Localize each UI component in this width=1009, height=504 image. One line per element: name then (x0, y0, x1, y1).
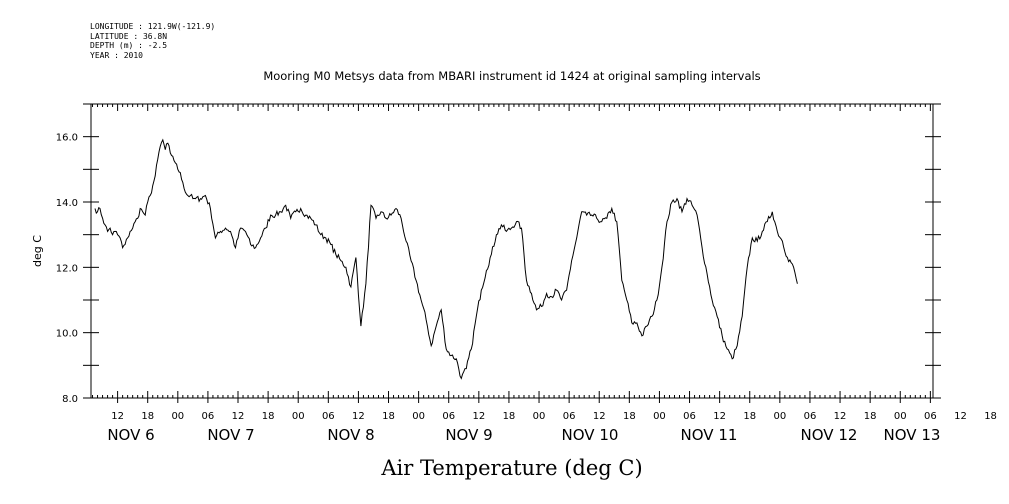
x-hour-label: 18 (984, 411, 997, 422)
x-hour-label: 06 (322, 411, 335, 422)
x-date-label: NOV 8 (327, 426, 374, 444)
x-hour-label: 18 (141, 411, 154, 422)
metadata-block: LONGITUDE : 121.9W(-121.9) LATITUDE : 36… (90, 22, 215, 60)
x-hour-labels: 12 18 00 06 12 18 00 06 12 18 00 06 12 18 00 06 12 18 00 06… (111, 411, 997, 422)
depth-text: DEPTH (m) : -2.5 (90, 41, 168, 50)
x-hour-label: 12 (593, 411, 606, 422)
x-hour-label: 12 (111, 411, 124, 422)
x-hour-label: 18 (262, 411, 275, 422)
x-hour-label: 18 (382, 411, 395, 422)
x-hour-label: 06 (804, 411, 817, 422)
axis-ticks (83, 103, 941, 403)
x-hour-label: 06 (924, 411, 937, 422)
x-hour-label: 00 (894, 411, 907, 422)
x-hour-label: 18 (743, 411, 756, 422)
y-tick-label: 16.0 (56, 133, 78, 144)
x-hour-label: 00 (292, 411, 305, 422)
y-tick-label: 12.0 (56, 263, 78, 274)
x-date-labels: NOV 6 NOV 7 NOV 8 NOV 9 NOV 10 NOV 11 NOV 12 NO… (107, 426, 940, 444)
y-axis-label: deg C (31, 235, 44, 267)
year-text: YEAR : 2010 (90, 50, 143, 60)
x-hour-label: 00 (533, 411, 546, 422)
x-hour-label: 12 (232, 411, 245, 422)
x-hour-label: 06 (563, 411, 576, 422)
x-date-label: NOV 10 (562, 426, 619, 444)
longitude-text: LONGITUDE : 121.9W(-121.9) (90, 22, 216, 31)
y-tick-label: 14.0 (56, 198, 78, 209)
x-hour-label: 12 (834, 411, 847, 422)
x-hour-label: 18 (623, 411, 636, 422)
y-tick-label: 10.0 (56, 329, 78, 340)
x-hour-label: 06 (442, 411, 455, 422)
x-hour-label: 18 (864, 411, 877, 422)
x-hour-label: 12 (472, 411, 485, 422)
x-hour-label: 18 (503, 411, 516, 422)
x-hour-label: 12 (954, 411, 967, 422)
y-tick-labels: 8.0 10.0 12.0 14.0 16.0 (56, 133, 78, 405)
latitude-text: LATITUDE : 36.8N (90, 31, 168, 41)
x-hour-label: 00 (653, 411, 666, 422)
x-hour-label: 00 (412, 411, 425, 422)
x-hour-label: 00 (773, 411, 786, 422)
x-hour-label: 06 (202, 411, 215, 422)
x-date-label: NOV 6 (107, 426, 154, 444)
x-date-label: NOV 12 (801, 426, 858, 444)
plot-frame (90, 103, 934, 399)
x-date-label: NOV 13 (884, 426, 941, 444)
x-date-label: NOV 11 (681, 426, 738, 444)
x-date-label: NOV 7 (207, 426, 254, 444)
x-hour-label: 06 (683, 411, 696, 422)
y-tick-label: 8.0 (62, 394, 78, 405)
series-line-air-temperature (94, 138, 798, 380)
x-hour-label: 12 (352, 411, 365, 422)
chart-title: Mooring M0 Metsys data from MBARI instru… (263, 69, 760, 83)
x-axis-label: Air Temperature (deg C) (380, 456, 642, 480)
x-hour-label: 00 (171, 411, 184, 422)
x-hour-label: 12 (713, 411, 726, 422)
x-date-label: NOV 9 (445, 426, 492, 444)
